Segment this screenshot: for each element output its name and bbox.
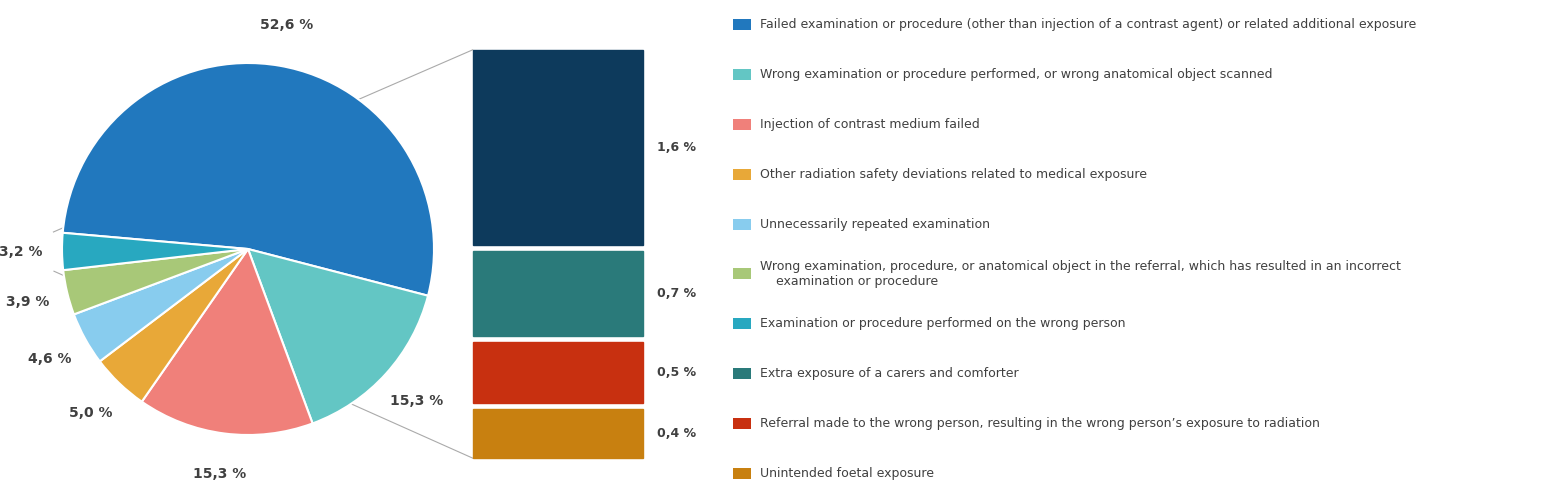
Text: 0,5 %: 0,5 % bbox=[657, 367, 696, 379]
Bar bbox=[473, 409, 643, 458]
Text: Failed examination or procedure (other than injection of a contrast agent) or re: Failed examination or procedure (other t… bbox=[760, 18, 1417, 31]
Bar bbox=[733, 169, 750, 180]
Text: Unintended foetal exposure: Unintended foetal exposure bbox=[760, 467, 933, 480]
Bar bbox=[733, 19, 750, 30]
Bar bbox=[733, 318, 750, 329]
Wedge shape bbox=[141, 249, 313, 435]
Text: 4,6 %: 4,6 % bbox=[28, 352, 71, 366]
Bar bbox=[733, 219, 750, 230]
Text: Wrong examination, procedure, or anatomical object in the referral, which has re: Wrong examination, procedure, or anatomi… bbox=[760, 260, 1401, 288]
Bar bbox=[733, 368, 750, 379]
Bar bbox=[473, 251, 643, 336]
Bar bbox=[733, 468, 750, 479]
Text: Examination or procedure performed on the wrong person: Examination or procedure performed on th… bbox=[760, 317, 1125, 330]
Wedge shape bbox=[74, 249, 248, 362]
Wedge shape bbox=[62, 233, 248, 270]
Wedge shape bbox=[62, 63, 434, 296]
Text: 15,3 %: 15,3 % bbox=[389, 394, 443, 408]
Text: 0,7 %: 0,7 % bbox=[657, 287, 696, 300]
Bar bbox=[473, 342, 643, 403]
Bar bbox=[733, 268, 750, 279]
Text: 0,4 %: 0,4 % bbox=[657, 427, 696, 440]
Bar bbox=[733, 119, 750, 130]
Text: 3,9 %: 3,9 % bbox=[6, 295, 50, 309]
Wedge shape bbox=[248, 249, 428, 423]
Text: Injection of contrast medium failed: Injection of contrast medium failed bbox=[760, 118, 980, 131]
Text: 52,6 %: 52,6 % bbox=[260, 18, 313, 32]
Wedge shape bbox=[64, 249, 248, 314]
Bar bbox=[733, 69, 750, 80]
Text: 3,2 %: 3,2 % bbox=[0, 245, 43, 259]
Wedge shape bbox=[99, 249, 248, 402]
Text: Wrong examination or procedure performed, or wrong anatomical object scanned: Wrong examination or procedure performed… bbox=[760, 68, 1273, 81]
Text: 1,6 %: 1,6 % bbox=[657, 141, 696, 154]
Text: Unnecessarily repeated examination: Unnecessarily repeated examination bbox=[760, 218, 990, 231]
Text: 15,3 %: 15,3 % bbox=[192, 467, 246, 481]
Text: Referral made to the wrong person, resulting in the wrong person’s exposure to r: Referral made to the wrong person, resul… bbox=[760, 417, 1319, 430]
Text: Extra exposure of a carers and comforter: Extra exposure of a carers and comforter bbox=[760, 367, 1018, 380]
Bar bbox=[473, 50, 643, 245]
Text: Other radiation safety deviations related to medical exposure: Other radiation safety deviations relate… bbox=[760, 168, 1147, 181]
Bar bbox=[733, 418, 750, 429]
Text: 5,0 %: 5,0 % bbox=[70, 406, 113, 420]
